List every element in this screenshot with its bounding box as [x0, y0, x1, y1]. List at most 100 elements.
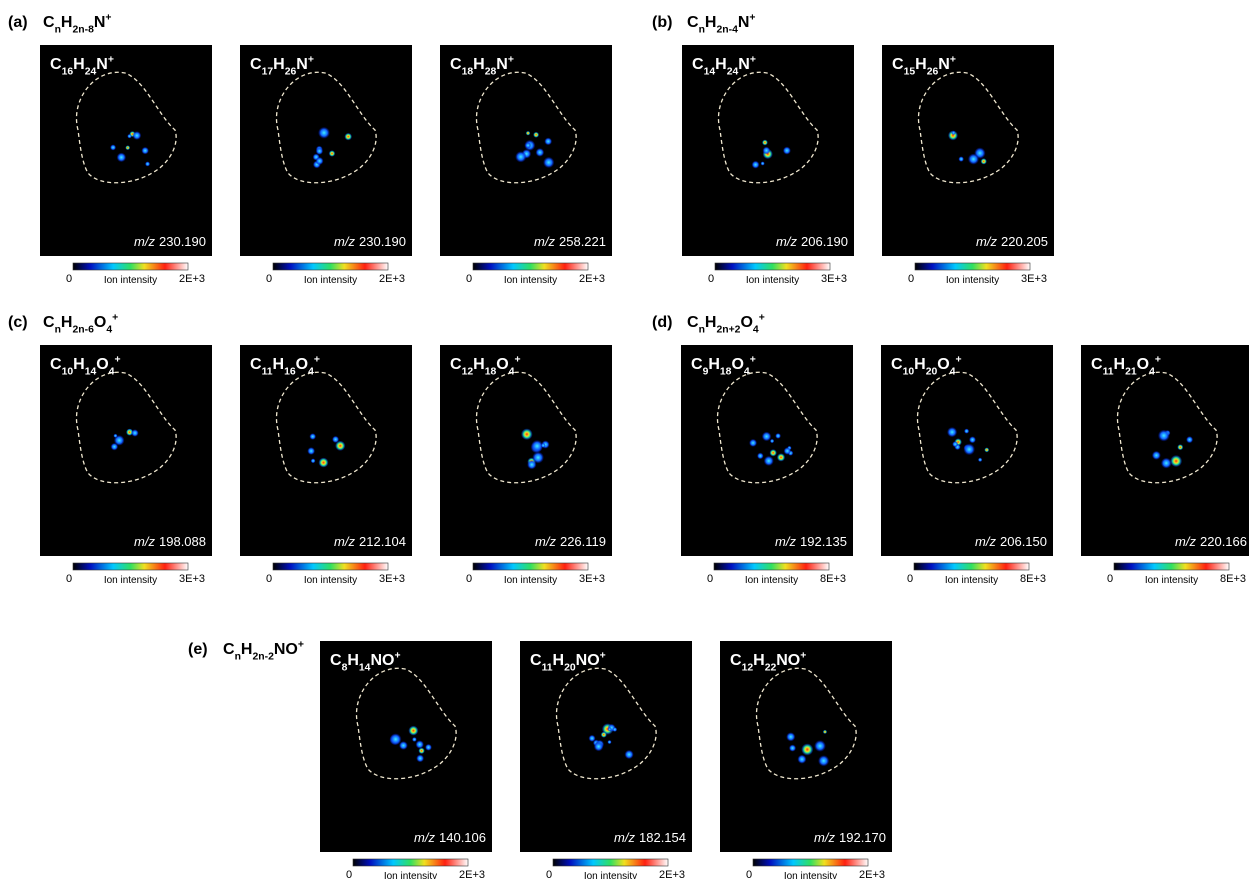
ion-spot: [769, 449, 777, 457]
tissue-outline: [1116, 371, 1218, 484]
formula-part: 20: [564, 663, 576, 674]
ion-spot: [1152, 450, 1161, 460]
ion-spot: [131, 429, 139, 437]
formula-part: NO: [274, 641, 298, 658]
formula-part: 2n+2: [716, 325, 740, 336]
ion-spot: [318, 127, 330, 139]
ion-spot: [141, 146, 149, 155]
mz-label: m/z: [535, 534, 556, 549]
mz-value: m/z 230.190: [334, 234, 406, 249]
ion-spot: [110, 144, 117, 151]
ion-spot: [770, 438, 775, 444]
formula-part: 22: [765, 663, 777, 674]
mz-value: m/z 230.190: [134, 234, 206, 249]
colorbar-min: 0: [346, 869, 352, 879]
ion-spot: [963, 443, 975, 455]
ion-formula: C11H16O4+: [250, 355, 320, 378]
colorbar-min: 0: [266, 273, 272, 285]
ion-formula: C18H28N+: [450, 55, 514, 78]
colorbar: [72, 262, 189, 271]
formula-part: +: [750, 55, 756, 66]
ion-spot: [786, 732, 796, 742]
ion-spot: [399, 741, 408, 750]
mz-value: m/z 226.119: [535, 534, 606, 549]
ion-spot: [984, 447, 990, 453]
mz-label: m/z: [614, 830, 635, 845]
ion-formula: C14H24N+: [692, 55, 756, 78]
formula-part: C: [330, 652, 342, 669]
formula-part: H: [473, 356, 485, 373]
formula-part: NO: [576, 652, 600, 669]
mz-value: m/z 140.106: [414, 830, 486, 845]
ion-spot: [783, 146, 791, 155]
ion-spot: [763, 455, 774, 466]
formula-part: 18: [720, 367, 732, 378]
formula-part: H: [347, 652, 359, 669]
ion-spot: [307, 447, 315, 455]
formula-part: 2n-4: [716, 25, 738, 36]
ion-spot: [951, 130, 956, 135]
ion-spot: [980, 158, 987, 165]
mz-number: 192.170: [839, 830, 886, 845]
formula-part: +: [394, 651, 400, 662]
formula-part: C: [1091, 356, 1103, 373]
mz-label: m/z: [334, 534, 355, 549]
mz-number: 226.119: [560, 534, 606, 549]
tissue-outline: [755, 667, 857, 780]
formula-part: +: [600, 651, 606, 662]
formula-part: O: [94, 314, 106, 331]
ion-image: [240, 45, 412, 256]
formula-part: 14: [359, 663, 371, 674]
formula-part: 12: [742, 663, 754, 674]
ion-formula: C12H18O4+: [450, 355, 521, 378]
mz-number: 206.190: [801, 234, 848, 249]
ion-formula: C11H20NO+: [530, 651, 606, 674]
mz-number: 140.106: [439, 830, 486, 845]
ion-spot: [125, 145, 131, 151]
ion-spot: [762, 139, 768, 146]
mz-value: m/z 258.221: [534, 234, 606, 249]
ion-spot: [416, 754, 424, 763]
formula-part: H: [705, 14, 717, 31]
colorbar-min: 0: [1107, 573, 1113, 585]
colorbar: [352, 858, 469, 867]
mz-number: 230.190: [359, 234, 406, 249]
ion-image: [520, 641, 692, 852]
formula-part: 24: [727, 67, 739, 78]
ion-image: [240, 345, 412, 556]
formula-part: N: [94, 14, 106, 31]
formula-part: 4: [109, 367, 115, 378]
formula-part: C: [687, 14, 699, 31]
ion-spot: [127, 133, 132, 139]
formula-part: H: [914, 356, 926, 373]
ion-spot: [114, 435, 125, 446]
formula-part: O: [96, 356, 108, 373]
panel-label: (c): [8, 314, 28, 331]
colorbar-title: Ion intensity: [304, 275, 357, 286]
colorbar-title: Ion intensity: [384, 871, 437, 879]
formula-part: O: [296, 356, 308, 373]
colorbar: [913, 562, 1030, 571]
formula-part: 15: [904, 67, 916, 78]
ion-spot: [309, 433, 316, 440]
colorbar-min: 0: [466, 273, 472, 285]
colorbar-min: 0: [908, 273, 914, 285]
tissue-outline: [916, 371, 1018, 484]
formula-part: 11: [542, 663, 553, 674]
colorbar-title: Ion intensity: [504, 275, 557, 286]
colorbar-title: Ion intensity: [746, 275, 799, 286]
ion-spot: [760, 161, 765, 166]
ion-spot: [315, 157, 324, 165]
formula-part: C: [530, 652, 542, 669]
mz-value: m/z 198.088: [134, 534, 206, 549]
formula-part: +: [750, 355, 756, 366]
ion-spot: [389, 733, 402, 745]
mz-value: m/z 206.190: [776, 234, 848, 249]
ion-spot: [783, 447, 791, 455]
colorbar-title: Ion intensity: [504, 575, 557, 586]
ion-spot: [527, 460, 537, 470]
formula-part: C: [687, 314, 699, 331]
colorbar-max: 8E+3: [1020, 573, 1046, 585]
formula-part: C: [43, 314, 55, 331]
colorbar-min: 0: [466, 573, 472, 585]
